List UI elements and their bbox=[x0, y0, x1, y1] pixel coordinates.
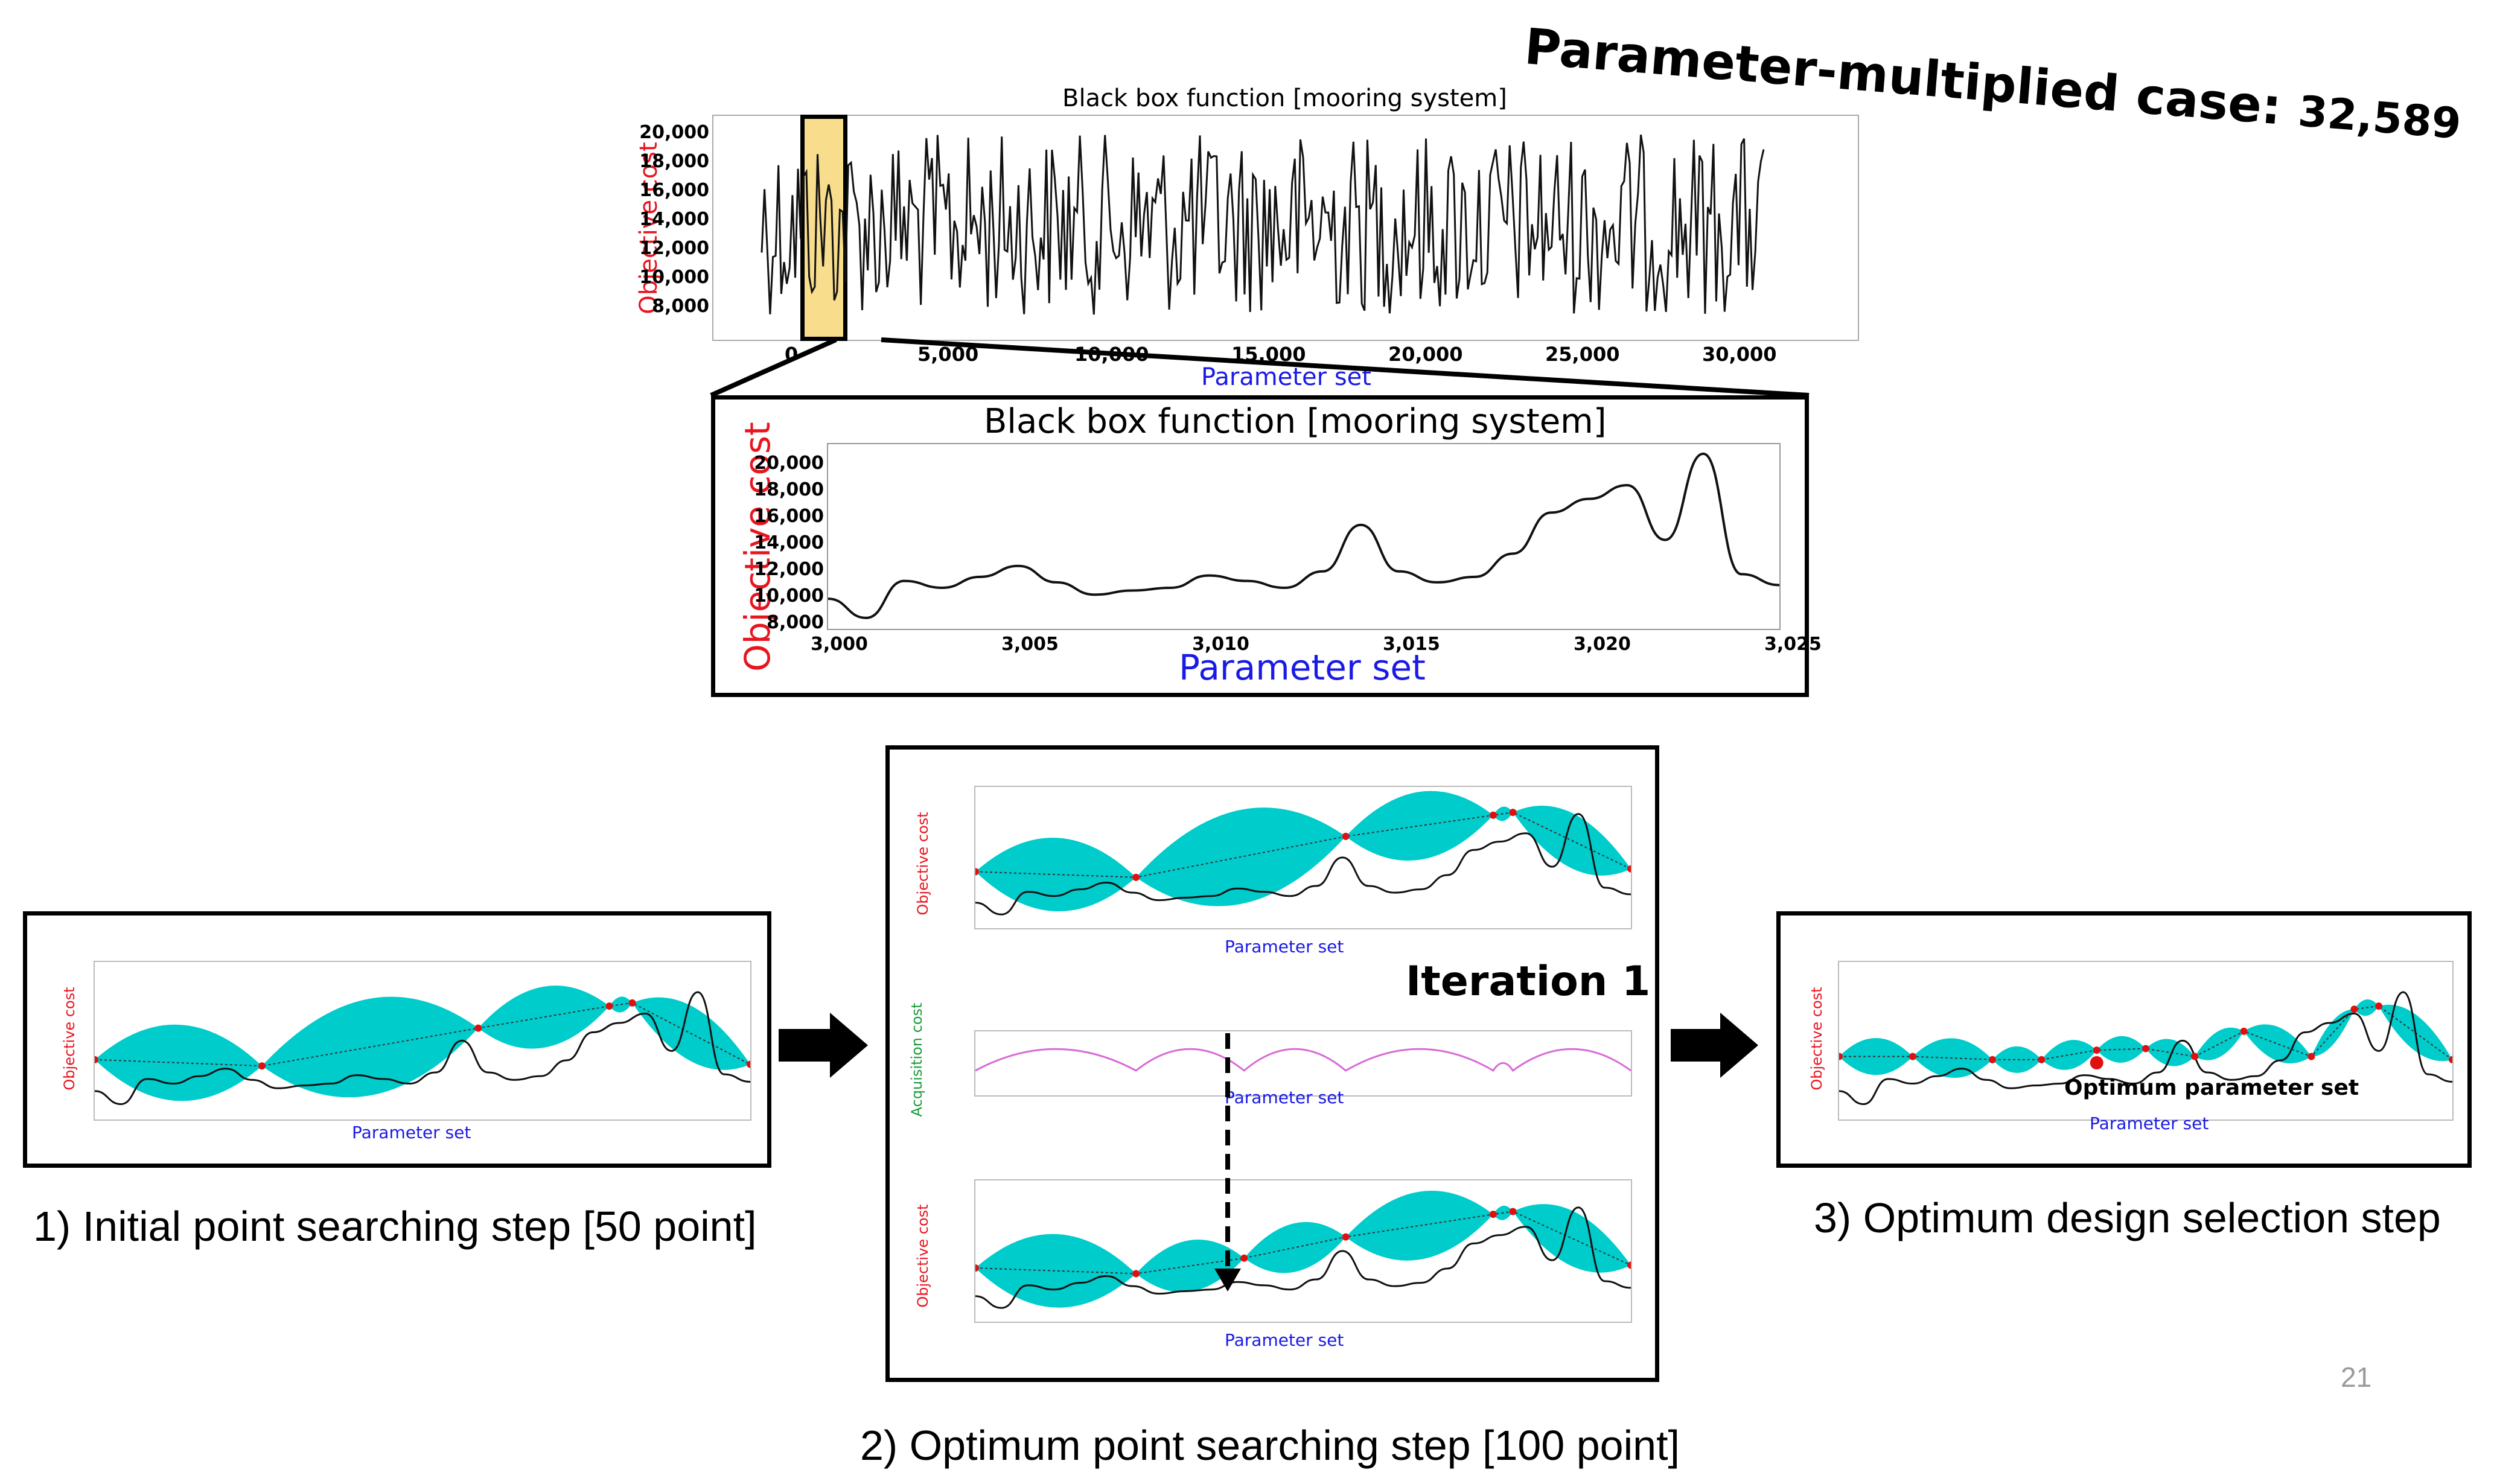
caption-step2: 2) Optimum point searching step [100 poi… bbox=[860, 1422, 1680, 1469]
initial-xlabel: Parameter set bbox=[352, 1123, 471, 1142]
top-chart-xtick: 15,000 bbox=[1231, 343, 1306, 366]
zoom-chart-plot-area bbox=[827, 443, 1781, 630]
top-chart-plot-area bbox=[712, 115, 1859, 341]
middle-bottom-plot bbox=[974, 1179, 1632, 1323]
zoom-chart: Black box function [mooring system] Obje… bbox=[711, 395, 1822, 697]
top-chart-ytick: 14,000 bbox=[639, 209, 709, 230]
zoom-chart-xtick: 3,025 bbox=[1764, 634, 1822, 655]
zoom-chart-ytick: 20,000 bbox=[754, 453, 824, 474]
acquisition-ylabel: Acquisition cost bbox=[908, 1002, 925, 1117]
optimum-selection-panel: Objective cost Optimum parameter set Par… bbox=[1776, 911, 2472, 1168]
iteration-label: Iteration 1 bbox=[1406, 958, 1651, 1005]
optimum-search-panel: Objective cost Parameter set Iteration 1… bbox=[885, 745, 1659, 1382]
top-chart-xtick: 25,000 bbox=[1545, 343, 1620, 366]
zoom-chart-ytick: 10,000 bbox=[754, 585, 824, 607]
zoom-chart-ytick: 16,000 bbox=[754, 506, 824, 527]
top-chart-xtick: 20,000 bbox=[1388, 343, 1463, 366]
middle-top-plot bbox=[974, 786, 1632, 929]
top-chart-ytick: 10,000 bbox=[639, 267, 709, 288]
top-chart-ytick: 12,000 bbox=[639, 238, 709, 259]
zoom-chart-ytick: 18,000 bbox=[754, 479, 824, 500]
middle-top-xlabel: Parameter set bbox=[1225, 937, 1344, 957]
top-chart-title: Black box function [mooring system] bbox=[1062, 84, 1507, 112]
top-chart-ytick: 20,000 bbox=[639, 122, 709, 143]
initial-plot bbox=[94, 961, 751, 1121]
caption-step1: 1) Initial point searching step [50 poin… bbox=[33, 1203, 757, 1250]
zoom-chart-xtick: 3,015 bbox=[1383, 634, 1440, 655]
top-chart-xtick: 0 bbox=[785, 343, 799, 366]
zoom-chart-xtick: 3,020 bbox=[1574, 634, 1631, 655]
headline-value: 32,589 bbox=[2296, 86, 2463, 149]
final-annotation: Optimum parameter set bbox=[2064, 1075, 2359, 1100]
zoom-chart-ytick: 8,000 bbox=[767, 612, 824, 633]
final-ylabel: Objective cost bbox=[1808, 987, 1825, 1091]
zoom-chart-xtick: 3,000 bbox=[811, 634, 868, 655]
page-number: 21 bbox=[2341, 1361, 2372, 1393]
zoom-chart-xlabel: Parameter set bbox=[1179, 647, 1426, 688]
zoom-chart-xtick: 3,005 bbox=[1001, 634, 1059, 655]
middle-bottom-xlabel: Parameter set bbox=[1225, 1330, 1344, 1350]
final-xlabel: Parameter set bbox=[2090, 1113, 2209, 1133]
final-plot bbox=[1838, 961, 2454, 1121]
top-chart-xtick: 10,000 bbox=[1074, 343, 1149, 366]
top-chart-ytick: 8,000 bbox=[652, 296, 709, 317]
top-chart-series-line bbox=[761, 135, 1765, 315]
middle-top-ylabel: Objective cost bbox=[914, 812, 931, 916]
initial-step-panel: Objective cost Parameter set bbox=[23, 911, 771, 1168]
zoom-chart-title: Black box function [mooring system] bbox=[984, 402, 1607, 441]
zoom-chart-ytick: 14,000 bbox=[754, 532, 824, 553]
top-chart-xtick: 5,000 bbox=[917, 343, 979, 366]
top-chart: Black box function [mooring system] Obje… bbox=[628, 84, 1871, 398]
zoom-chart-xtick: 3,010 bbox=[1192, 634, 1249, 655]
zoom-chart-ytick: 12,000 bbox=[754, 559, 824, 580]
top-chart-ytick: 18,000 bbox=[639, 151, 709, 172]
caption-step3: 3) Optimum design selection step bbox=[1814, 1194, 2441, 1241]
acquisition-plot bbox=[974, 1030, 1632, 1097]
initial-ylabel: Objective cost bbox=[61, 987, 78, 1091]
acquisition-xlabel: Parameter set bbox=[1225, 1088, 1344, 1107]
top-chart-ytick: 16,000 bbox=[639, 180, 709, 201]
zoom-chart-series-line bbox=[828, 452, 1779, 619]
top-chart-xtick: 30,000 bbox=[1702, 343, 1777, 366]
top-chart-xlabel: Parameter set bbox=[1201, 363, 1371, 391]
middle-bottom-ylabel: Objective cost bbox=[914, 1204, 931, 1308]
